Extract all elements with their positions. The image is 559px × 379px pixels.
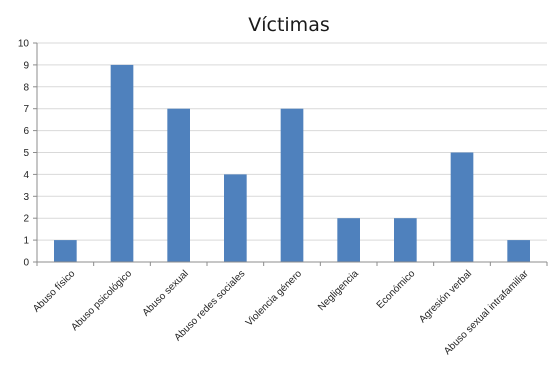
x-category-label: Abuso físico	[31, 268, 78, 315]
y-tick-label: 2	[23, 214, 29, 225]
x-category-label: Abuso psicológico	[69, 268, 134, 333]
x-category-label: Agresión verbal	[417, 268, 474, 325]
bar	[224, 174, 247, 262]
bar	[450, 152, 474, 262]
y-tick-label: 8	[23, 82, 29, 93]
axes	[33, 42, 548, 266]
y-tick-label: 4	[23, 170, 29, 181]
bar	[337, 218, 360, 262]
x-category-label: Abuso sexual	[141, 268, 191, 318]
y-tick-label: 7	[23, 104, 29, 115]
y-tick-label: 5	[23, 148, 29, 159]
y-tick-label: 3	[23, 192, 29, 203]
y-tick-label: 1	[23, 236, 29, 247]
bar	[280, 108, 304, 262]
bar	[507, 240, 530, 262]
chart-title: Víctimas	[248, 14, 330, 36]
bar	[110, 64, 134, 263]
x-category-label: Violencia género	[244, 268, 305, 329]
x-category-label: Económico	[375, 268, 418, 311]
y-tick-label: 6	[23, 126, 29, 137]
bar	[54, 240, 77, 262]
bar	[167, 108, 190, 262]
y-tick-label: 0	[23, 258, 29, 269]
bars	[54, 64, 530, 263]
x-category-label: Negligencia	[316, 268, 361, 313]
y-tick-label: 10	[18, 39, 30, 50]
bar	[394, 218, 417, 262]
y-axis-ticks: 0 1 2 3 4 5 6 7 8 9 10	[18, 39, 30, 269]
y-tick-label: 9	[23, 60, 29, 71]
